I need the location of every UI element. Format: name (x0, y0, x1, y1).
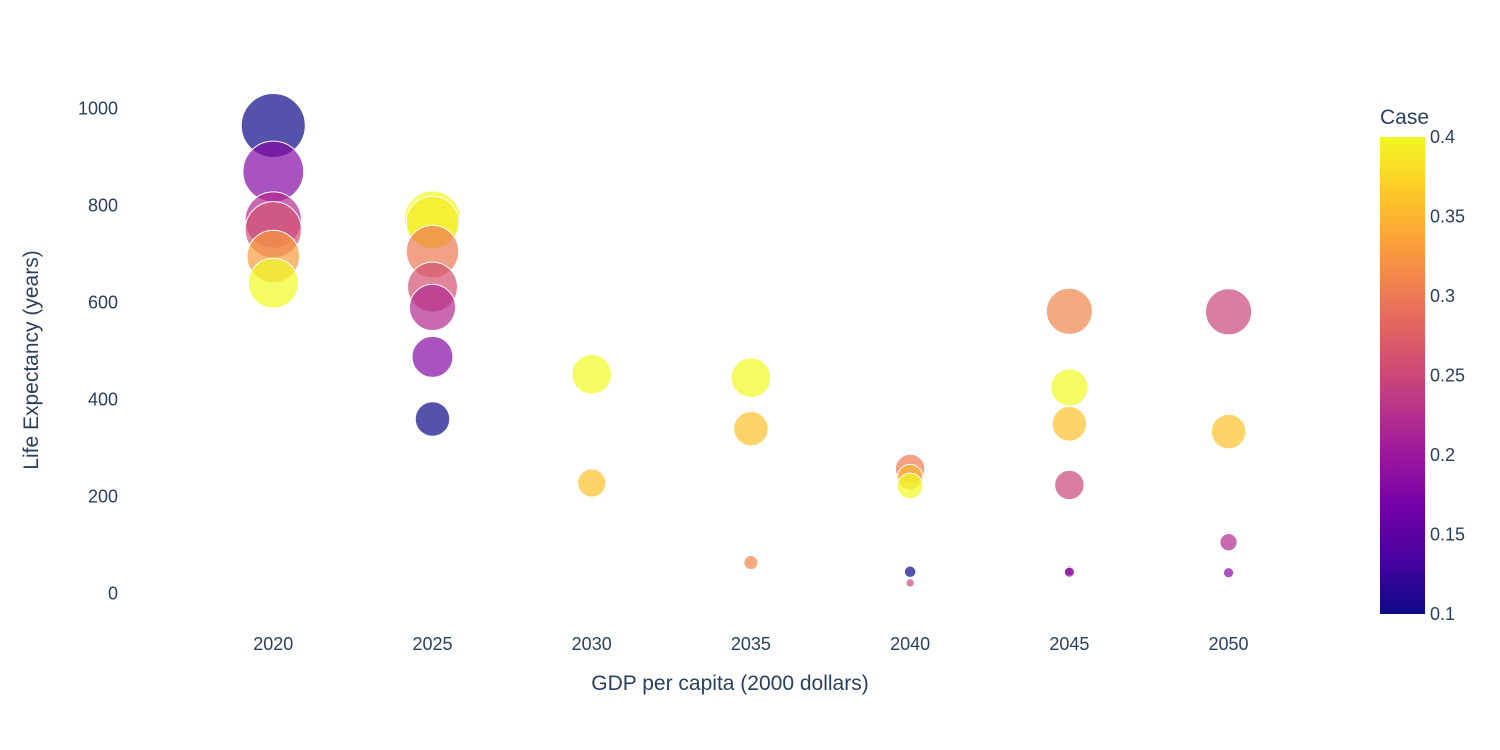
data-point[interactable] (411, 335, 454, 378)
data-point[interactable] (247, 257, 299, 309)
data-point[interactable] (1219, 533, 1238, 552)
colorbar: Case 0.1 0.15 0.2 0.25 0.3 0.35 0.4 (1380, 106, 1465, 624)
data-point[interactable] (903, 565, 917, 579)
data-point[interactable] (571, 354, 613, 395)
colorbar-title: Case (1380, 106, 1429, 129)
y-axis-ticks: 0 200 400 600 800 1000 (78, 99, 118, 604)
colorbar-tick-label: 0.15 (1430, 525, 1465, 545)
colorbar-tick-label: 0.35 (1430, 207, 1465, 227)
colorbar-scale (1380, 137, 1425, 614)
data-point[interactable] (408, 283, 457, 331)
data-point[interactable] (414, 401, 451, 437)
y-tick-label: 0 (108, 584, 118, 604)
data-point[interactable] (1051, 406, 1088, 442)
y-tick-label: 800 (88, 196, 118, 216)
x-tick-label: 2030 (572, 634, 612, 654)
x-tick-label: 2050 (1209, 634, 1249, 654)
y-tick-label: 200 (88, 487, 118, 507)
data-point[interactable] (1205, 288, 1253, 336)
data-point[interactable] (1054, 469, 1085, 501)
data-point[interactable] (1045, 287, 1093, 335)
x-axis-ticks: 2020 2025 2030 2035 2040 2045 2050 (253, 634, 1248, 654)
x-axis-title: GDP per capita (2000 dollars) (591, 672, 868, 695)
x-tick-label: 2025 (412, 634, 452, 654)
colorbar-tick-label: 0.1 (1430, 604, 1455, 624)
x-tick-label: 2035 (731, 634, 771, 654)
data-point[interactable] (1222, 567, 1235, 579)
colorbar-tick-label: 0.2 (1430, 445, 1455, 465)
y-axis-title: Life Expectancy (years) (20, 250, 43, 469)
plot-area (240, 92, 1253, 588)
data-point[interactable] (896, 472, 924, 500)
data-point[interactable] (730, 357, 772, 399)
colorbar-ticks: 0.1 0.15 0.2 0.25 0.3 0.35 0.4 (1430, 127, 1465, 624)
data-point[interactable] (1063, 566, 1075, 578)
x-tick-label: 2020 (253, 634, 293, 654)
x-tick-label: 2040 (890, 634, 930, 654)
x-tick-label: 2045 (1049, 634, 1089, 654)
data-point[interactable] (905, 578, 915, 588)
data-point[interactable] (577, 468, 607, 498)
colorbar-tick-label: 0.3 (1430, 286, 1455, 306)
y-tick-label: 600 (88, 293, 118, 313)
data-point[interactable] (1050, 368, 1089, 407)
y-tick-label: 400 (88, 390, 118, 410)
y-tick-label: 1000 (78, 99, 118, 119)
data-point[interactable] (743, 555, 759, 571)
data-point[interactable] (733, 410, 769, 447)
data-point[interactable] (1210, 413, 1247, 450)
colorbar-tick-label: 0.25 (1430, 366, 1465, 386)
colorbar-tick-label: 0.4 (1430, 127, 1455, 147)
